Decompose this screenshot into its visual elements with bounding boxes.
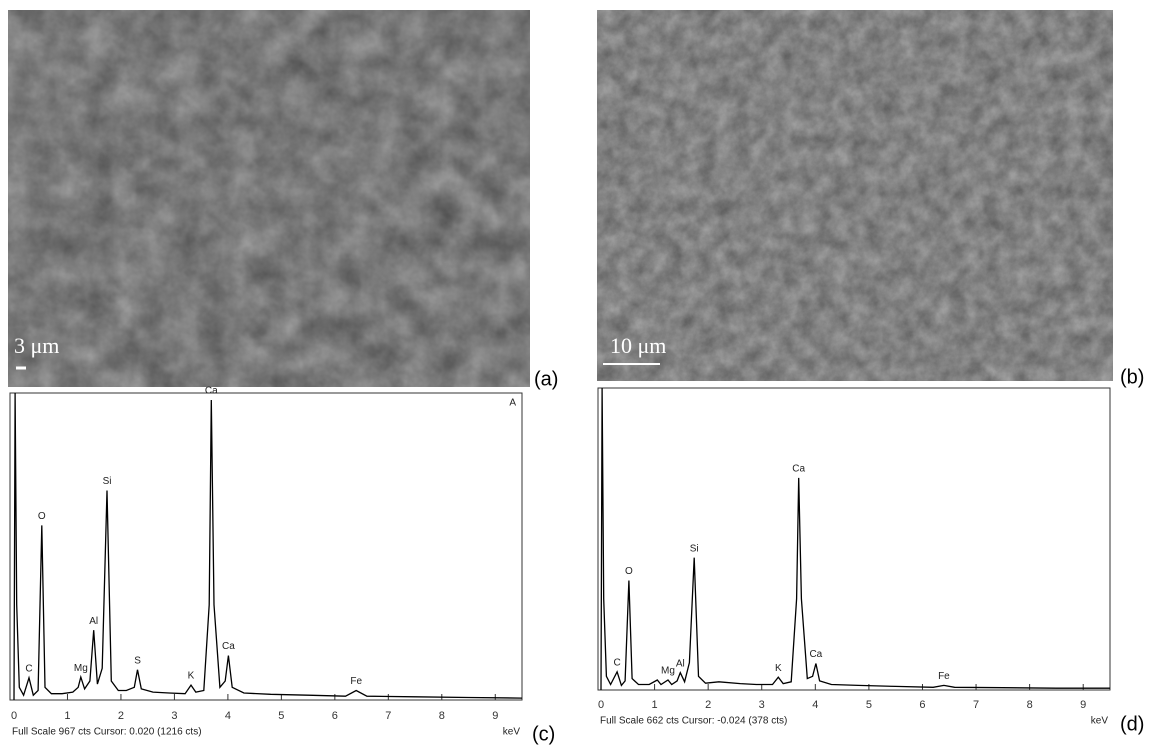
peak-label: Fe [938, 671, 950, 682]
x-tick-label: 9 [1080, 699, 1086, 711]
x-unit: keV [503, 727, 521, 738]
x-tick-label: 1 [652, 699, 658, 711]
scale-bar-label: 10 μm [610, 333, 666, 358]
spectrum-line [14, 393, 522, 700]
spectrum-footer: Full Scale 662 cts Cursor: -0.024 (378 c… [600, 716, 787, 727]
peak-label: K [188, 671, 195, 682]
scale-bar-label: 3 μm [14, 333, 59, 358]
sem-image-a: 3 μm [8, 10, 530, 387]
peak-label: S [134, 655, 141, 666]
peak-label: Ca [809, 649, 822, 660]
peak-label: Fe [350, 676, 362, 687]
peak-label: C [25, 663, 32, 674]
peak-label: Al [676, 658, 685, 669]
panel-label: (d) [1120, 713, 1144, 735]
x-tick-label: 8 [1027, 699, 1033, 711]
x-tick-label: 6 [919, 699, 925, 711]
peak-label: Si [690, 543, 699, 554]
peak-label: O [38, 511, 46, 522]
x-tick-label: 7 [385, 710, 391, 722]
peak-label: Ca [205, 386, 218, 397]
peak-label: Si [103, 476, 112, 487]
plot-frame [598, 388, 1110, 690]
plot-frame [10, 393, 522, 700]
x-tick-label: 3 [759, 699, 765, 711]
x-tick-label: 0 [11, 710, 17, 722]
x-tick-label: 5 [278, 710, 284, 722]
peak-label: C [613, 657, 620, 668]
figure: 3 μm (a) 10 μm (b) 0123456789COMgAlSiSKC… [0, 0, 1161, 747]
peak-label: Ca [222, 641, 235, 652]
x-tick-label: 0 [598, 699, 604, 711]
x-unit: keV [1091, 716, 1109, 727]
x-tick-label: 2 [118, 710, 124, 722]
spectrum-line [601, 388, 1110, 690]
peak-label: Mg [74, 663, 88, 674]
x-tick-label: 5 [866, 699, 872, 711]
x-tick-label: 8 [439, 710, 445, 722]
x-tick-label: 3 [171, 710, 177, 722]
x-tick-label: 6 [332, 710, 338, 722]
corner-label: A [509, 398, 516, 409]
x-tick-label: 7 [973, 699, 979, 711]
x-tick-label: 2 [705, 699, 711, 711]
x-tick-label: 4 [225, 710, 231, 722]
peak-label: Mg [661, 666, 675, 677]
x-tick-label: 4 [812, 699, 818, 711]
panel-label: (a) [534, 368, 558, 390]
peak-label: O [625, 566, 633, 577]
x-tick-label: 9 [492, 710, 498, 722]
panel-label: (c) [532, 723, 555, 745]
panel-label: (b) [1120, 366, 1144, 388]
x-tick-label: 1 [64, 710, 70, 722]
peak-label: K [775, 663, 782, 674]
spectrum-footer: Full Scale 967 cts Cursor: 0.020 (1216 c… [12, 727, 202, 738]
peak-label: Ca [792, 464, 805, 475]
peak-label: Al [89, 616, 98, 627]
sem-image-b: 10 μm [597, 10, 1113, 381]
